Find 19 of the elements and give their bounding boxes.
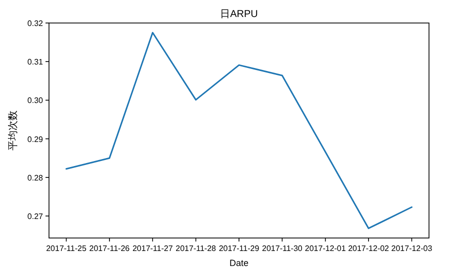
x-axis-title: Date	[229, 258, 249, 268]
x-tick-label: 2017-11-28	[176, 244, 217, 253]
x-tick-label: 2017-12-02	[348, 244, 390, 253]
y-tick-label: 0.28	[27, 173, 44, 182]
y-tick-label: 0.29	[27, 134, 44, 144]
y-tick-label: 0.32	[27, 19, 44, 28]
chart-title: 日ARPU	[220, 9, 258, 20]
x-tick-label: 2017-11-30	[262, 244, 303, 253]
y-tick-label: 0.31	[27, 58, 44, 67]
x-tick-label: 2017-12-01	[304, 244, 346, 253]
y-tick-label: 0.30	[27, 96, 44, 106]
x-tick-label: 2017-11-27	[132, 244, 174, 253]
x-tick-label: 2017-11-25	[46, 244, 87, 253]
line-series	[66, 32, 412, 230]
y-tick-label: 0.27	[27, 212, 44, 221]
x-tick-label: 2017-11-29	[218, 244, 260, 253]
x-tick-label: 2017-11-26	[89, 244, 130, 253]
x-tick-label: 2017-12-03	[391, 244, 433, 253]
y-axis-title: 平均次数	[7, 110, 19, 150]
